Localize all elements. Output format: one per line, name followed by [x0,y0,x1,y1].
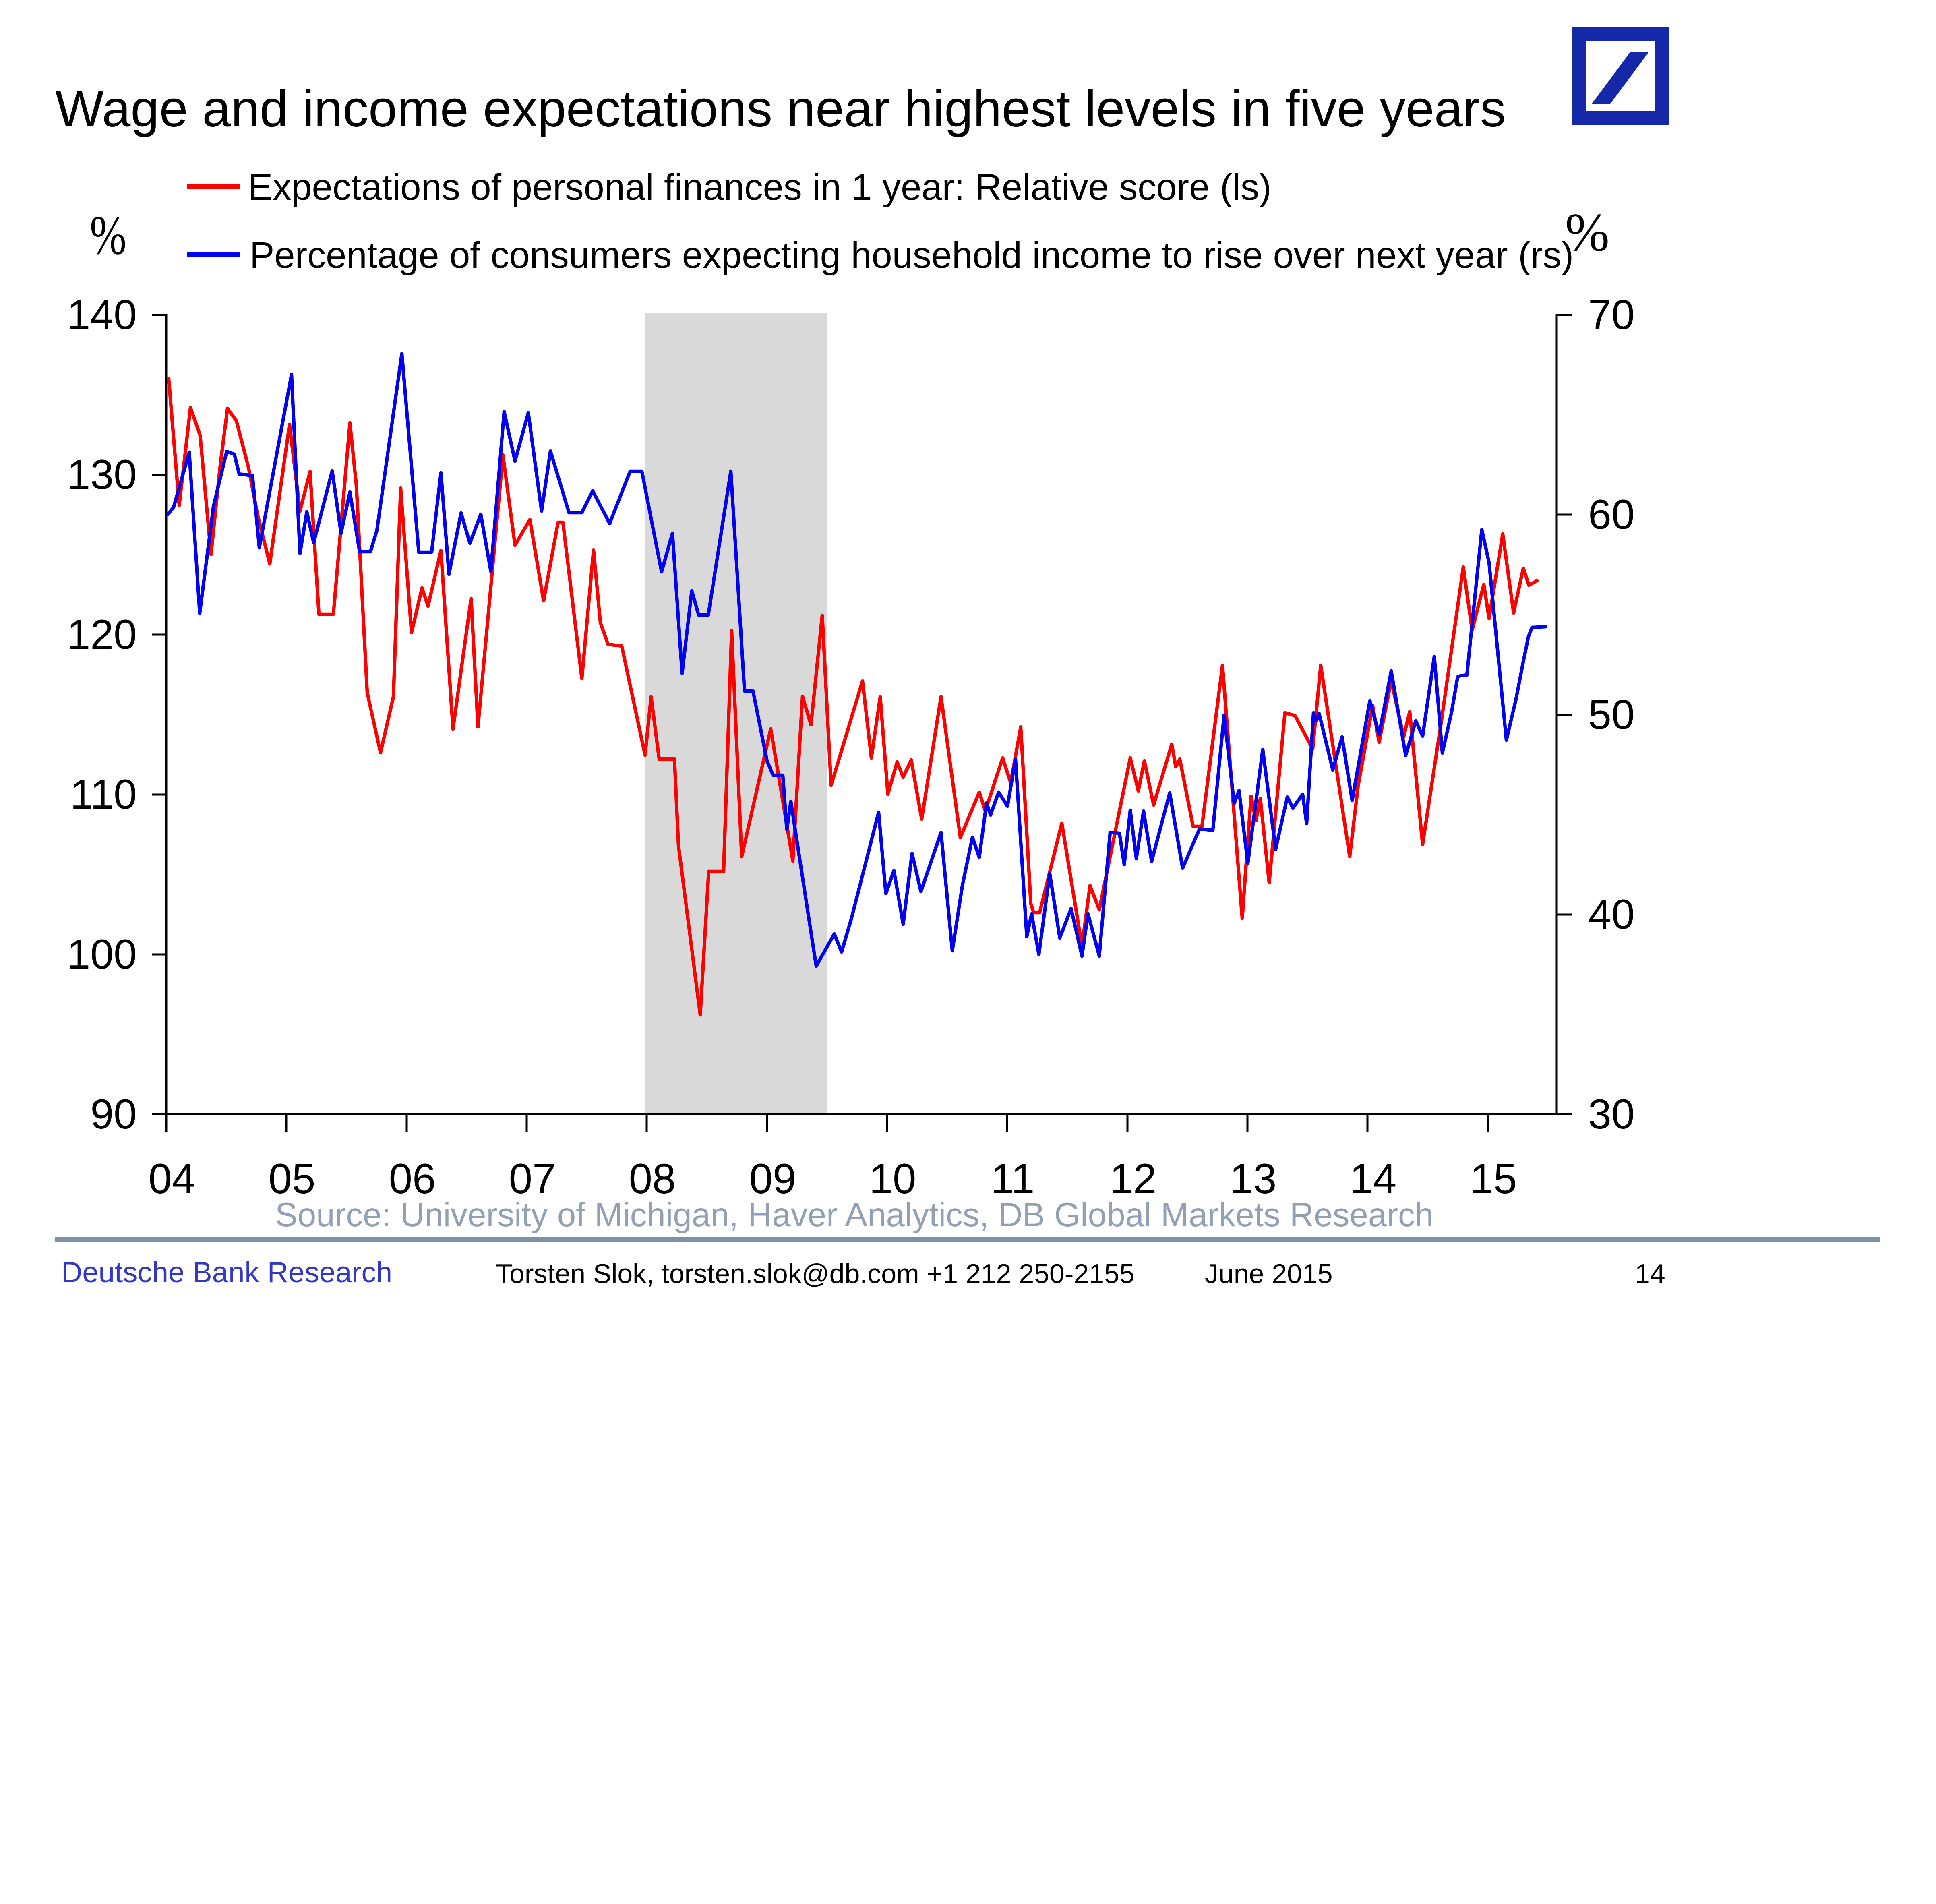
svg-text:12: 12 [1110,1155,1157,1202]
svg-text:05: 05 [269,1155,316,1202]
svg-text:June 2015: June 2015 [1205,1258,1333,1289]
svg-text:07: 07 [509,1155,556,1202]
svg-text:13: 13 [1230,1155,1277,1202]
svg-text:70: 70 [1588,292,1635,338]
svg-text:14: 14 [1350,1155,1397,1202]
svg-text:90: 90 [90,1091,137,1138]
svg-text:110: 110 [70,771,137,818]
svg-text:30: 30 [1588,1091,1635,1138]
svg-text:130: 130 [67,451,137,498]
svg-text:120: 120 [67,611,137,658]
svg-text:10: 10 [869,1155,916,1202]
svg-text:04: 04 [149,1155,196,1202]
svg-text:50: 50 [1588,691,1635,738]
svg-text:Wage and income expectations n: Wage and income expectations near highes… [55,80,1506,138]
svg-text:14: 14 [1635,1258,1665,1289]
svg-text:11: 11 [991,1155,1035,1202]
svg-text:140: 140 [67,292,137,338]
svg-text:09: 09 [749,1155,796,1202]
svg-text:100: 100 [67,931,137,978]
svg-text:40: 40 [1588,891,1635,938]
svg-text:06: 06 [389,1155,436,1202]
svg-text:Torsten Slok, torsten.slok@db.: Torsten Slok, torsten.slok@db.com +1 212… [496,1258,1135,1289]
svg-text:08: 08 [629,1155,676,1202]
svg-text:%: % [90,204,126,266]
svg-text:Source: University of Michigan: Source: University of Michigan, Haver An… [275,1196,1433,1233]
svg-text:Percentage of consumers expect: Percentage of consumers expecting househ… [250,235,1574,276]
svg-text:60: 60 [1588,491,1635,538]
svg-text:15: 15 [1470,1155,1517,1202]
svg-text:%: % [1565,203,1609,263]
svg-text:Expectations of personal finan: Expectations of personal finances in 1 y… [248,167,1271,208]
svg-text:Deutsche Bank Research: Deutsche Bank Research [61,1256,392,1289]
